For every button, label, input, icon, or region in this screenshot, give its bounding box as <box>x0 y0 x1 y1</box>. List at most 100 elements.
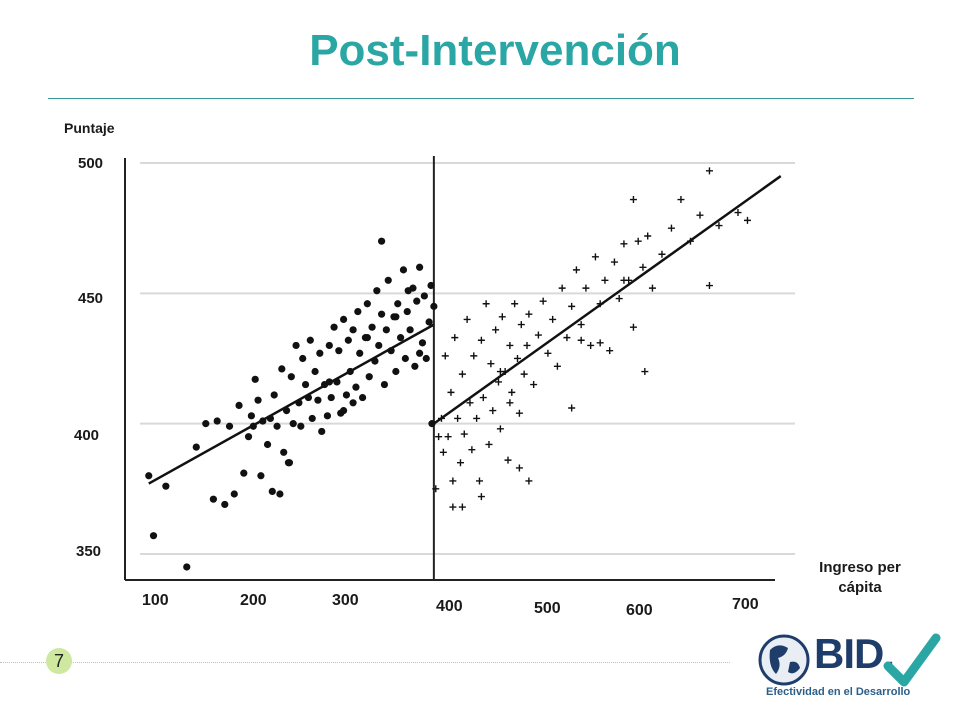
data-point-dot <box>230 490 238 498</box>
data-point-plus <box>466 399 474 407</box>
data-point-plus <box>479 394 487 402</box>
data-point-dot <box>406 326 414 334</box>
data-point-plus <box>525 477 533 485</box>
data-point-plus <box>511 300 519 308</box>
footer-divider <box>0 662 730 663</box>
data-point-dot <box>202 420 210 428</box>
page-number: 7 <box>46 648 72 674</box>
data-point-dot <box>192 443 200 451</box>
data-point-dot <box>344 336 352 344</box>
data-point-dot <box>209 495 217 503</box>
data-point-plus <box>473 414 481 422</box>
data-point-plus <box>525 310 533 318</box>
data-point-dot <box>375 341 383 350</box>
data-point-dot <box>335 347 343 355</box>
data-point-dot <box>339 315 348 323</box>
data-point-dot <box>422 354 430 363</box>
data-point-dot <box>365 373 373 381</box>
data-point-plus <box>610 258 618 266</box>
data-point-plus <box>639 263 647 271</box>
data-point-plus <box>447 388 455 396</box>
data-point-plus <box>544 349 552 357</box>
data-point-plus <box>648 284 656 292</box>
data-point-plus <box>641 368 649 376</box>
data-point-plus <box>572 266 580 274</box>
data-point-dot <box>278 365 286 373</box>
data-point-dot <box>297 422 305 430</box>
data-point-plus <box>513 354 521 362</box>
data-point-plus <box>530 381 538 389</box>
data-point-plus <box>482 300 490 308</box>
data-point-dot <box>289 420 297 428</box>
data-point-dot <box>392 367 400 376</box>
data-point-plus <box>470 352 478 360</box>
x-tick-label: 100 <box>142 592 169 609</box>
data-point-plus <box>634 237 642 245</box>
data-point-plus <box>496 425 504 433</box>
data-point-dot <box>368 323 376 331</box>
data-point-plus <box>591 253 599 261</box>
data-point-plus <box>441 352 449 360</box>
x-tick-label: 700 <box>732 596 759 613</box>
data-point-dot <box>384 276 392 284</box>
data-point-dot <box>306 336 314 344</box>
data-point-dot <box>183 563 191 571</box>
data-point-dot <box>270 391 278 399</box>
data-point-plus <box>485 440 493 448</box>
y-tick-label: 350 <box>76 543 102 560</box>
data-point-plus <box>477 336 485 344</box>
data-point-dot <box>403 307 411 316</box>
data-point-dot <box>268 487 276 495</box>
data-point-dot <box>349 399 357 407</box>
data-point-dot <box>213 417 221 425</box>
data-point-dot <box>397 334 405 342</box>
data-point-dot <box>257 472 265 480</box>
data-point-plus <box>644 232 652 240</box>
data-point-dot <box>273 422 281 430</box>
data-point-plus <box>506 341 514 349</box>
data-point-plus <box>468 446 476 454</box>
data-point-plus <box>677 196 685 204</box>
data-point-dot <box>430 302 438 310</box>
data-point-plus <box>534 331 542 339</box>
data-point-plus <box>553 362 561 370</box>
data-point-dot <box>225 422 234 430</box>
data-point-plus <box>492 326 500 334</box>
data-point-plus <box>601 276 609 284</box>
regression-line <box>433 175 782 425</box>
data-point-plus <box>494 378 502 386</box>
data-point-plus <box>539 297 547 305</box>
data-point-plus <box>460 430 468 438</box>
data-point-dot <box>377 310 386 318</box>
data-point-plus <box>456 459 464 467</box>
data-point-dot <box>413 297 421 305</box>
data-point-dot <box>428 420 436 428</box>
y-tick-label: 400 <box>74 427 100 444</box>
data-point-plus <box>523 341 531 349</box>
data-point-dot <box>420 292 428 300</box>
data-point-plus <box>458 370 466 378</box>
data-point-plus <box>667 224 675 232</box>
data-point-plus <box>620 276 628 284</box>
data-point-plus <box>582 284 590 292</box>
logo-text: BID. <box>814 630 895 677</box>
data-point-dot <box>162 482 170 490</box>
data-point-dot <box>399 266 408 274</box>
data-point-dot <box>284 459 293 467</box>
data-point-dot <box>240 469 248 477</box>
bid-logo: BID. Efectividad en el Desarrollo <box>752 628 952 708</box>
data-point-plus <box>587 341 595 349</box>
data-point-plus <box>506 399 514 407</box>
x-tick-label: 600 <box>626 602 653 619</box>
data-point-plus <box>596 339 604 347</box>
data-point-dot <box>377 237 386 245</box>
data-point-plus <box>743 216 751 224</box>
data-point-dot <box>401 354 409 363</box>
data-point-plus <box>432 485 440 493</box>
data-point-plus <box>449 503 457 511</box>
data-point-plus <box>515 464 523 472</box>
data-point-dot <box>301 380 310 389</box>
data-point-plus <box>568 302 576 310</box>
data-point-dot <box>316 349 324 357</box>
data-point-plus <box>549 315 557 323</box>
